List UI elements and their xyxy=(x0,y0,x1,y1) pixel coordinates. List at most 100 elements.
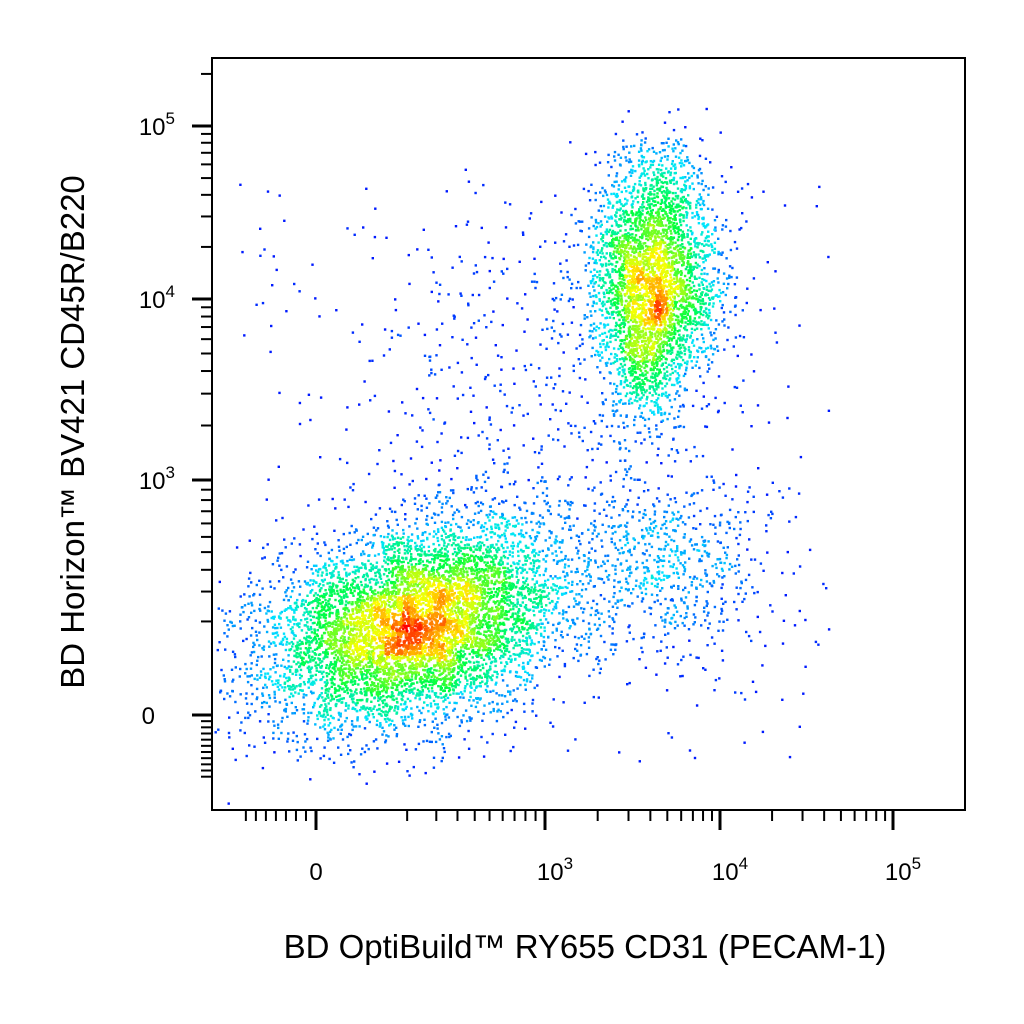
event-dot xyxy=(609,479,612,482)
event-dot xyxy=(640,646,643,650)
event-dot xyxy=(599,371,602,374)
event-dot xyxy=(500,522,503,525)
event-dot xyxy=(361,707,364,710)
event-dot xyxy=(286,737,290,741)
event-dot xyxy=(703,550,707,553)
event-dot xyxy=(541,622,544,625)
event-dot xyxy=(561,541,564,544)
event-dot xyxy=(407,724,410,728)
event-dot xyxy=(704,311,708,315)
event-dot xyxy=(617,153,620,156)
event-dot xyxy=(502,501,505,504)
event-dot xyxy=(598,273,601,277)
event-dot xyxy=(643,576,647,580)
event-dot xyxy=(618,371,621,374)
event-dot xyxy=(738,334,742,338)
event-dot xyxy=(622,386,626,389)
event-dot xyxy=(298,673,302,676)
event-dot xyxy=(633,538,636,542)
event-dot xyxy=(643,418,647,421)
event-dot xyxy=(701,543,705,546)
event-dot xyxy=(698,203,702,207)
event-dot xyxy=(440,759,443,763)
event-dot xyxy=(661,172,664,175)
event-dot xyxy=(320,672,324,675)
event-dot xyxy=(250,702,253,706)
event-dot xyxy=(594,259,597,262)
event-dot xyxy=(322,713,326,716)
event-dot xyxy=(469,685,472,688)
event-dot xyxy=(666,611,669,615)
event-dot xyxy=(663,411,667,415)
event-dot xyxy=(727,326,730,329)
event-dot xyxy=(549,658,552,661)
event-dot xyxy=(665,526,668,530)
event-dot xyxy=(280,568,283,572)
event-dot xyxy=(277,580,281,583)
event-dot xyxy=(589,310,592,313)
event-dot xyxy=(406,538,409,541)
event-dot xyxy=(656,435,659,438)
event-dot xyxy=(220,668,223,672)
event-dot xyxy=(619,398,623,402)
event-dot xyxy=(698,346,701,349)
event-dot xyxy=(536,606,540,609)
event-dot xyxy=(614,194,617,197)
event-dot xyxy=(480,486,483,489)
event-dot xyxy=(517,590,520,594)
event-dot xyxy=(309,683,313,686)
event-dot xyxy=(609,362,613,365)
event-dot xyxy=(605,228,609,231)
event-dot xyxy=(708,582,712,585)
event-dot xyxy=(576,243,580,247)
event-dot xyxy=(302,746,305,749)
event-dot xyxy=(644,666,648,669)
event-dot xyxy=(708,311,711,314)
event-dot xyxy=(231,680,234,683)
event-dot xyxy=(676,572,680,575)
event-dot xyxy=(323,709,326,712)
event-dot xyxy=(481,503,485,506)
event-dot xyxy=(683,361,687,364)
event-dot xyxy=(555,562,559,565)
event-dot xyxy=(312,704,316,707)
event-dot xyxy=(619,380,623,383)
event-dot xyxy=(327,551,330,555)
event-dot xyxy=(503,556,507,559)
event-dot xyxy=(477,542,480,545)
event-dot xyxy=(477,710,480,713)
event-dot xyxy=(707,244,710,247)
event-dot xyxy=(258,579,261,582)
event-dot xyxy=(323,746,326,749)
event-dot xyxy=(488,418,491,421)
event-dot xyxy=(713,247,717,251)
event-dot xyxy=(623,459,627,462)
event-dot xyxy=(339,715,342,718)
event-dot xyxy=(323,681,327,684)
event-dot xyxy=(589,430,593,434)
event-dot xyxy=(378,703,381,707)
event-dot xyxy=(658,435,661,439)
event-dot xyxy=(606,341,609,344)
event-dot xyxy=(628,151,631,154)
event-dot xyxy=(549,418,552,421)
event-dot xyxy=(703,350,706,353)
event-dot xyxy=(526,662,530,665)
event-dot xyxy=(254,630,258,633)
event-dot xyxy=(609,253,612,257)
event-dot xyxy=(463,738,466,741)
event-dot xyxy=(633,478,636,481)
event-dot xyxy=(353,760,356,763)
event-dot xyxy=(657,556,661,560)
event-dot xyxy=(341,701,344,704)
event-dot xyxy=(364,578,367,582)
event-dot xyxy=(701,278,704,281)
event-dot xyxy=(615,643,618,646)
event-dot xyxy=(532,605,535,608)
event-dot xyxy=(324,715,327,719)
event-dot xyxy=(675,353,679,356)
event-dot xyxy=(765,524,768,527)
event-dot xyxy=(559,634,563,637)
event-dot xyxy=(721,659,725,662)
event-dot xyxy=(539,632,543,636)
